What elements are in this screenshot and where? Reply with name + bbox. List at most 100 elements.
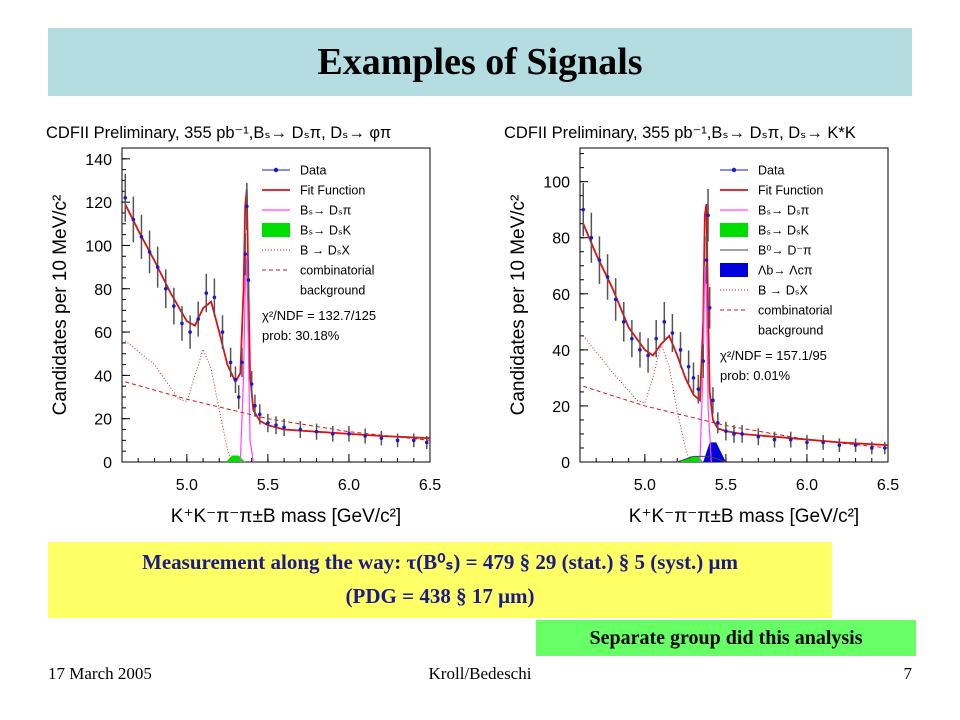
fit-stat: χ²/NDF = 157.1/95 [720, 348, 827, 363]
legend-label: Data [758, 164, 784, 178]
legend-label: B → DₛX [758, 284, 808, 298]
data-point [805, 440, 809, 445]
x-tick-label: 5.5 [257, 477, 279, 494]
series-b-d-k-area [225, 455, 246, 462]
data-point [131, 217, 136, 222]
data-point [756, 434, 761, 439]
data-point [732, 432, 736, 436]
y-tick-label: 140 [85, 152, 112, 169]
data-point [274, 423, 278, 427]
data-point [621, 320, 626, 324]
fit-stat: prob: 0.01% [720, 368, 791, 383]
y-tick-label: 120 [85, 195, 112, 212]
plot-area [581, 183, 889, 463]
data-point [670, 331, 675, 335]
fit-stat: χ²/NDF = 132.7/125 [262, 308, 376, 323]
y-axis-label: Candidates per 10 MeV/c² [50, 195, 71, 416]
y-tick-label: 80 [552, 231, 570, 248]
y-tick-label: 100 [543, 175, 570, 192]
data-point [139, 234, 144, 239]
legend-label: background [758, 324, 823, 338]
series-b-d-line [699, 265, 712, 463]
legend-label: combinatorial [758, 304, 832, 318]
data-point [613, 297, 618, 302]
data-point [253, 403, 257, 408]
data-point [630, 336, 634, 341]
data-point [155, 265, 160, 269]
data-point [638, 348, 642, 352]
x-tick-label: 6.5 [419, 477, 441, 494]
mass-plot-kstar-k: CDFII Preliminary, 355 pb⁻¹,Bₛ→ Dₛπ, Dₛ→… [504, 124, 899, 527]
plot-area [123, 173, 431, 463]
legend-marker [720, 223, 748, 237]
y-tick-label: 20 [552, 399, 570, 416]
data-point [424, 440, 429, 445]
slide-title: Examples of Signals [317, 41, 643, 83]
legend-label: combinatorial [300, 264, 374, 278]
data-point [691, 376, 696, 380]
data-point [605, 275, 610, 279]
data-point [282, 425, 286, 430]
data-point [188, 330, 192, 334]
data-point [701, 359, 705, 363]
data-point [706, 213, 710, 218]
plot-title: CDFII Preliminary, 355 pb⁻¹,Bₛ→ Dₛπ, Dₛ→… [46, 124, 391, 142]
x-tick-label: 5.5 [715, 477, 737, 494]
y-tick-label: 60 [552, 287, 570, 304]
series-fit-function-line [582, 203, 889, 447]
data-point [172, 304, 176, 308]
data-point [212, 295, 217, 300]
data-point [882, 446, 887, 450]
legend-label: background [300, 284, 365, 298]
x-tick-label: 6.0 [338, 477, 360, 494]
x-axis-label: K⁺K⁻π⁻π±B mass [GeV/c²] [171, 506, 401, 527]
data-point [711, 398, 715, 403]
series-b-d-k-area [680, 456, 704, 462]
series-b-d-x-line [124, 340, 233, 463]
data-point [147, 250, 152, 254]
data-point [678, 348, 683, 352]
data-point [740, 432, 744, 436]
y-tick-label: 0 [103, 455, 112, 472]
y-axis-label: Candidates per 10 MeV/c² [508, 195, 529, 416]
data-point [597, 258, 602, 262]
note-box: Separate group did this analysis [536, 620, 916, 656]
y-tick-label: 100 [85, 238, 112, 255]
legend-label: Data [300, 164, 326, 178]
series-combinatorial-line [125, 381, 431, 441]
note-text: Separate group did this analysis [589, 627, 863, 649]
data-point [123, 196, 128, 200]
y-tick-label: 20 [94, 412, 112, 429]
data-point [788, 437, 793, 442]
data-point [180, 321, 184, 326]
mass-plot-phi-pi: CDFII Preliminary, 355 pb⁻¹,Bₛ→ Dₛπ, Dₛ→… [46, 124, 441, 527]
data-point [589, 235, 594, 240]
y-tick-label: 40 [94, 368, 112, 385]
data-point [236, 395, 241, 399]
y-tick-label: 40 [552, 343, 570, 360]
data-point [581, 207, 586, 212]
data-point [266, 421, 270, 425]
data-point [363, 434, 367, 438]
data-point [654, 336, 658, 341]
y-tick-label: 80 [94, 282, 112, 299]
data-point [298, 427, 303, 432]
data-point [411, 438, 416, 443]
data-point [314, 429, 319, 434]
legend-label: B → DₛX [300, 244, 350, 258]
data-point [379, 436, 384, 440]
data-point [257, 412, 262, 417]
data-point [330, 432, 335, 436]
legend-label: Bₛ→ Dₛπ [758, 204, 810, 218]
plot-title: CDFII Preliminary, 355 pb⁻¹,Bₛ→ Dₛπ, Dₛ→… [504, 124, 856, 142]
y-tick-label: 60 [94, 325, 112, 342]
legend-marker [720, 263, 748, 277]
data-point [696, 387, 701, 391]
data-point [715, 420, 720, 425]
data-point [821, 440, 825, 445]
y-tick-label: 0 [561, 455, 570, 472]
plot-frame [579, 147, 889, 463]
data-point [347, 432, 351, 436]
data-point [249, 382, 254, 386]
data-point [646, 353, 650, 358]
